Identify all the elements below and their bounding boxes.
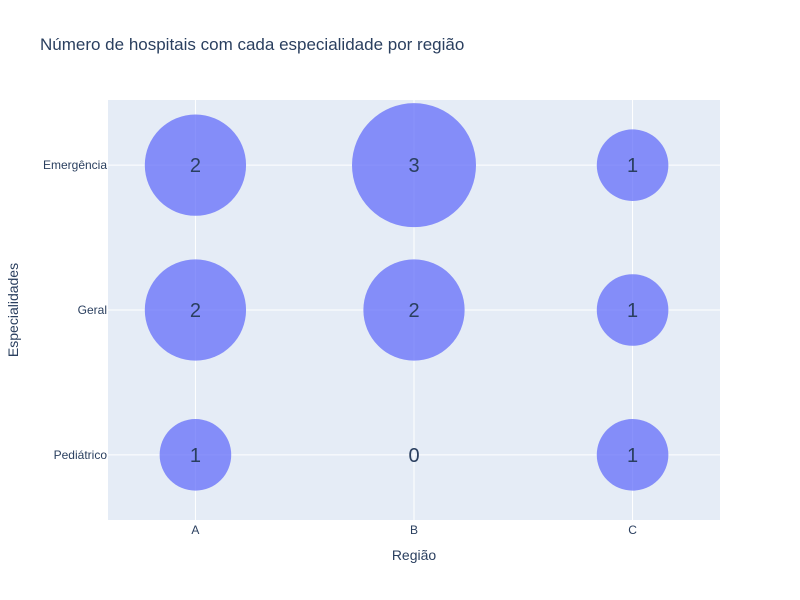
bubble-marker: [596, 129, 669, 201]
x-axis-title: Região: [392, 547, 437, 563]
bubble-marker: [159, 419, 232, 491]
bubble-value-label: 2: [190, 155, 201, 177]
x-axis-ticks: A B C: [191, 523, 637, 537]
bubble-marker: [596, 419, 669, 491]
bubble-marker: [596, 274, 669, 346]
bubble-marker: [352, 103, 476, 228]
bubble-marker: [144, 259, 247, 361]
y-axis-title: Especialidades: [5, 263, 21, 357]
bubble-marker: [144, 114, 247, 216]
x-tick-label: A: [191, 523, 199, 537]
bubble-value-label: 1: [627, 300, 638, 322]
bubble-value-label: 1: [190, 445, 201, 467]
bubble-value-label: 1: [627, 155, 638, 177]
bubble-value-label: 0: [408, 445, 419, 467]
y-axis-ticks: Pediátrico Geral Emergência: [43, 158, 107, 462]
x-tick-label: C: [628, 523, 637, 537]
bubble-value-label: 2: [190, 300, 201, 322]
bubble-value-label: 3: [408, 155, 419, 177]
chart-title: Número de hospitais com cada especialida…: [40, 35, 464, 54]
bubble-value-label: 2: [408, 300, 419, 322]
y-tick-label: Emergência: [43, 158, 107, 172]
bubble-labels: 2 3 1 2 2 1 1 0 1: [190, 155, 638, 467]
bubble-value-label: 1: [627, 445, 638, 467]
bubble-marker: [363, 259, 465, 361]
x-tick-label: B: [410, 523, 418, 537]
y-tick-label: Pediátrico: [54, 448, 108, 462]
y-tick-label: Geral: [78, 303, 107, 317]
bubbles: [144, 103, 669, 491]
